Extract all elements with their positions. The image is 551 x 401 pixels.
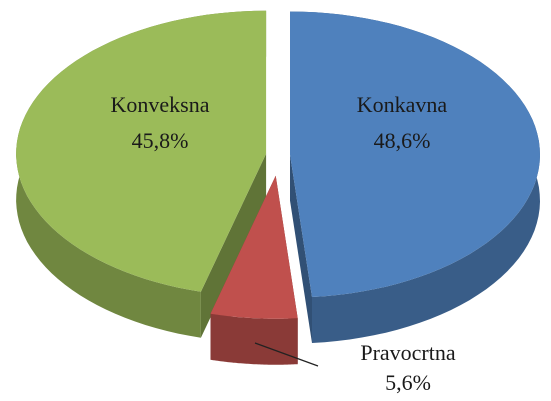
- slice-top: [210, 175, 298, 319]
- slice-wall: [210, 313, 298, 365]
- slice-value-label: 48,6%: [374, 128, 431, 153]
- slice-label: Konveksna: [111, 92, 210, 117]
- slice-label: Pravocrtna: [360, 340, 456, 365]
- slice-top: [290, 11, 540, 297]
- labels: Konkavna 48,6% Pravocrtna 5,6% Konveksna 45,8…: [111, 92, 456, 395]
- slice-value-label: 45,8%: [132, 128, 189, 153]
- slice-side: [290, 154, 312, 343]
- slice-value-label: 5,6%: [385, 370, 431, 395]
- slice-label: Konkavna: [357, 92, 448, 117]
- slice-side: [200, 153, 267, 338]
- leader-line: [254, 342, 319, 367]
- slice: [16, 10, 267, 338]
- slice: [290, 11, 540, 343]
- pie: [16, 10, 540, 365]
- slice: [210, 175, 298, 365]
- slice-top: [16, 10, 267, 292]
